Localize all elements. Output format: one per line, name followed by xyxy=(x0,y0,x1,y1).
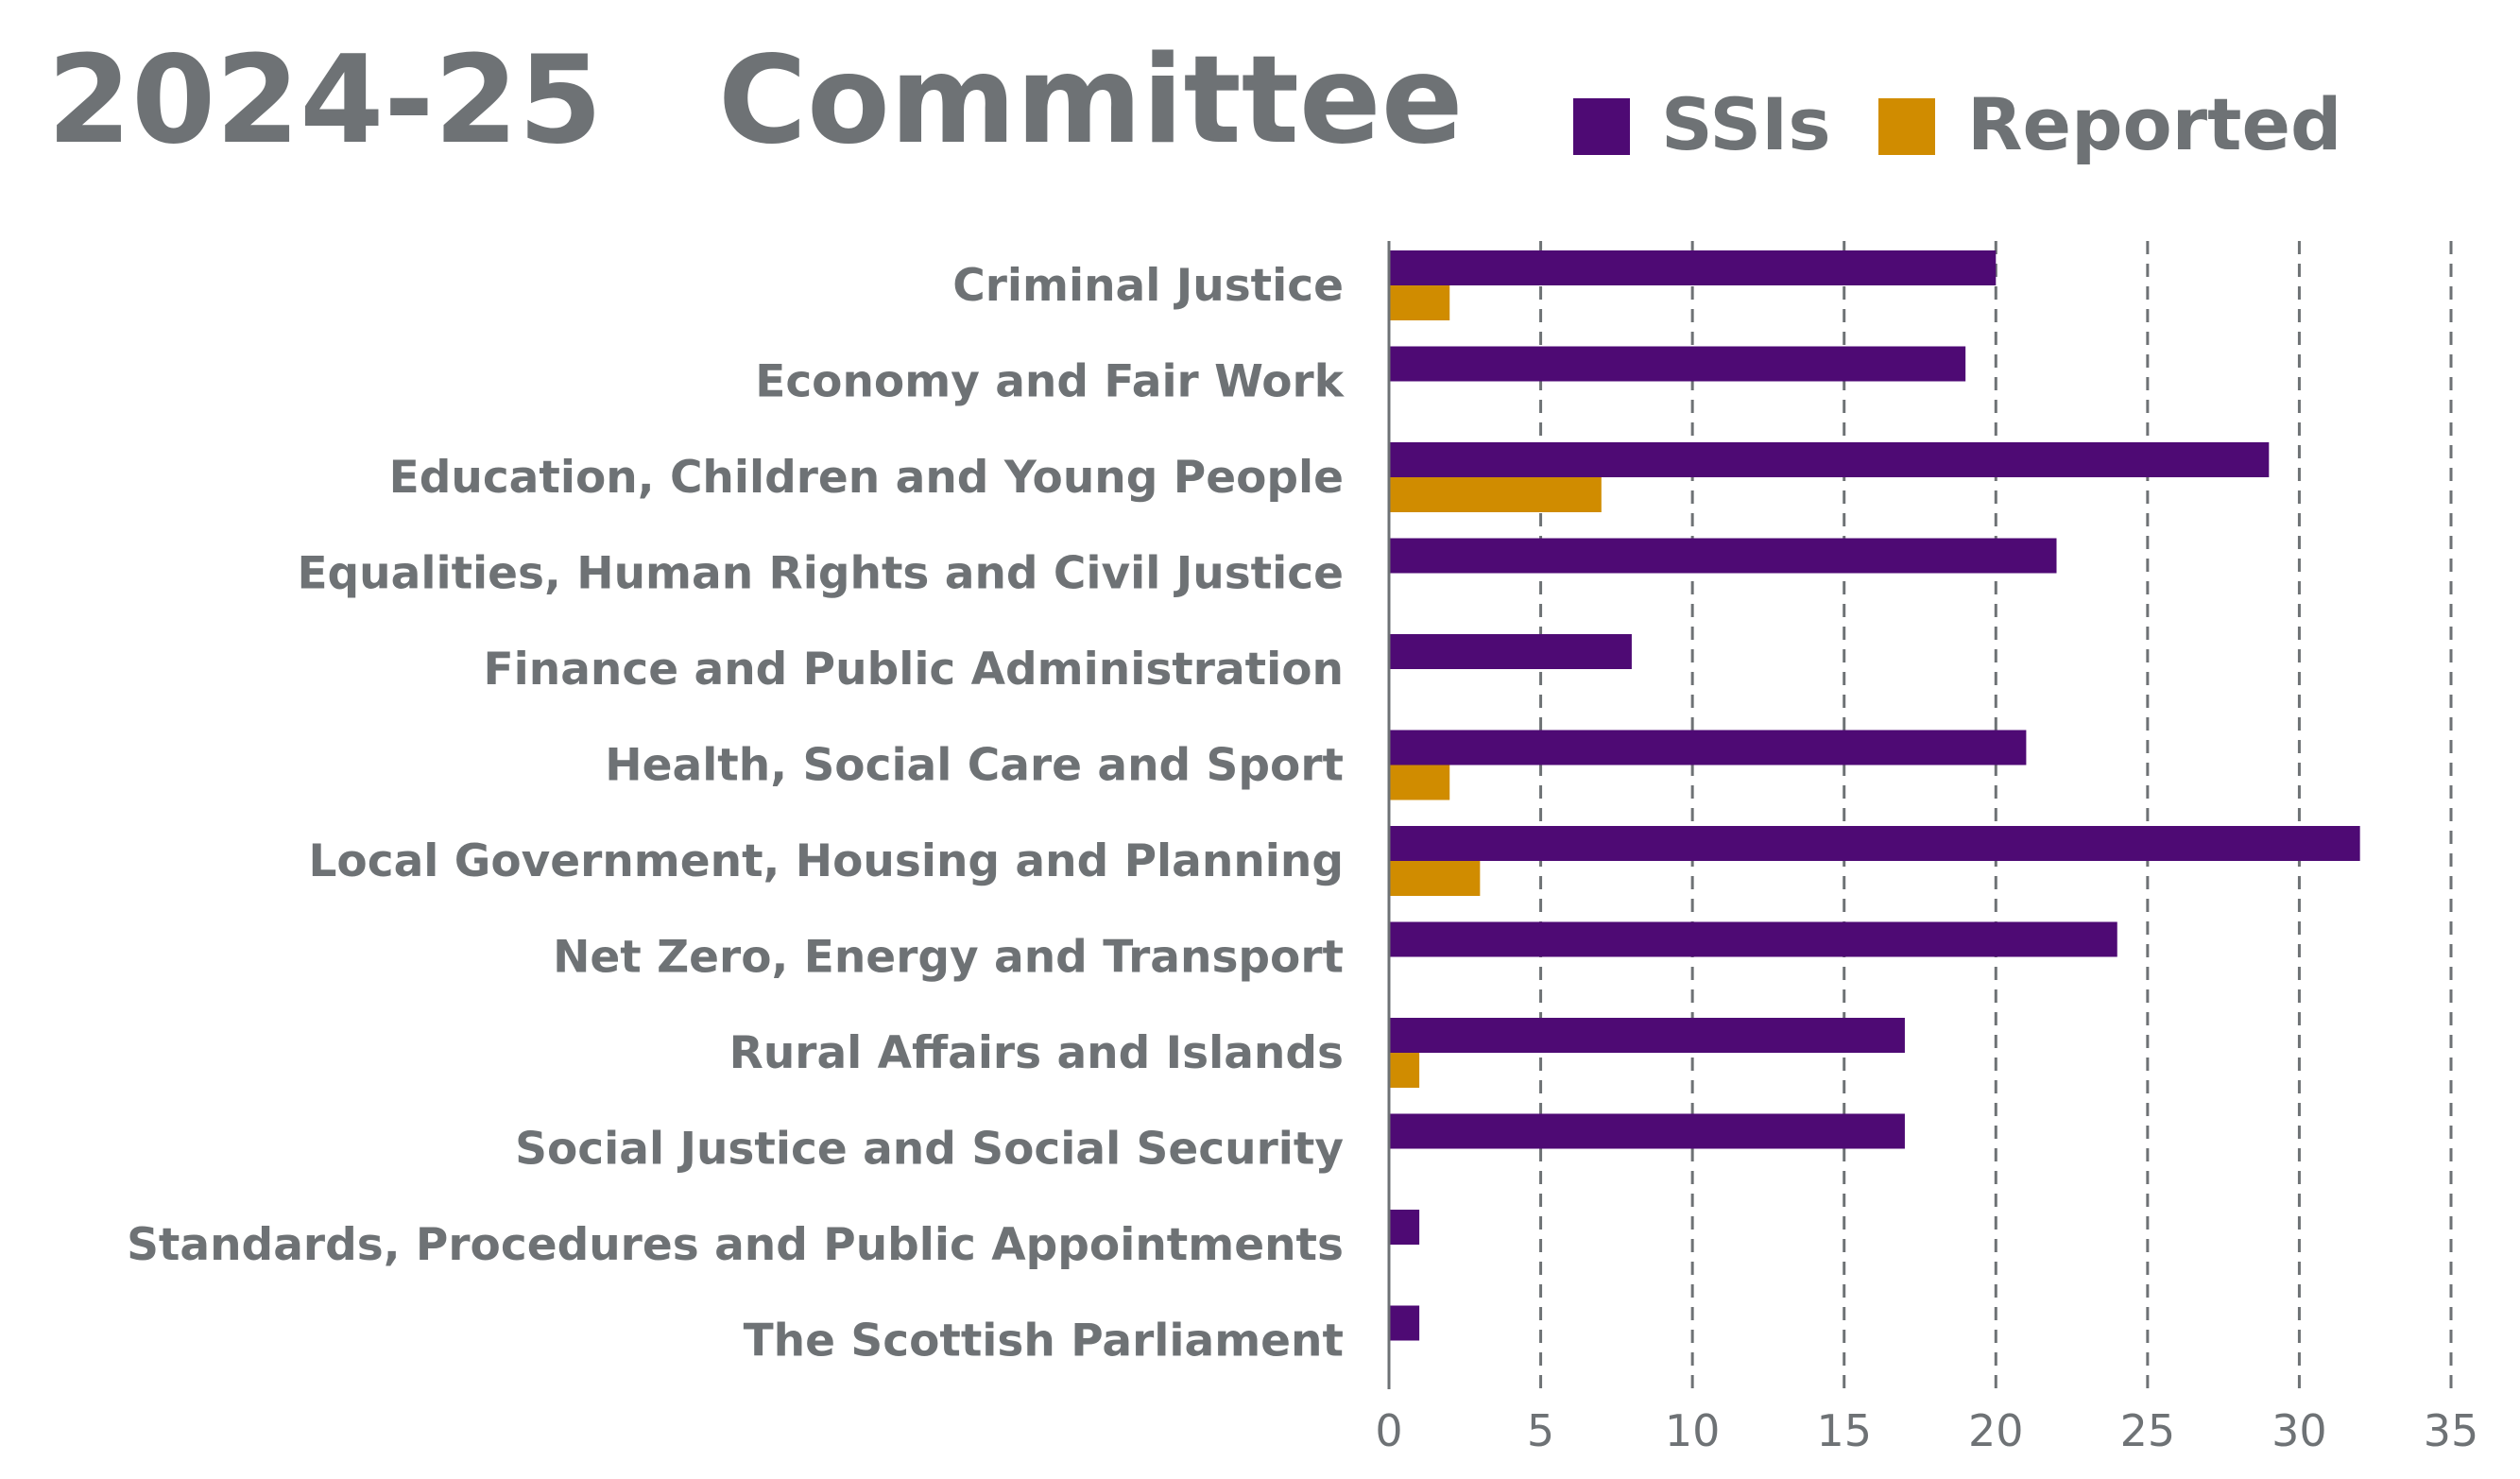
x-tick-label: 0 xyxy=(1375,1405,1402,1456)
bar-ssis xyxy=(1389,1305,1420,1341)
x-tick-label: 5 xyxy=(1527,1405,1554,1456)
legend-swatch-reported xyxy=(1878,98,1935,155)
bar-ssis xyxy=(1389,1113,1905,1149)
bar-reported xyxy=(1389,861,1481,896)
category-label: Net Zero, Energy and Transport xyxy=(553,932,1344,984)
chart-title: 2024-25 xyxy=(47,30,603,171)
chart-subtitle: Committee xyxy=(718,30,1464,171)
grid xyxy=(1539,241,2453,1389)
bar-ssis xyxy=(1389,346,1966,382)
bar-reported xyxy=(1389,1053,1420,1088)
category-label: The Scottish Parliament xyxy=(744,1316,1344,1367)
category-label: Equalities, Human Rights and Civil Justi… xyxy=(297,548,1344,600)
bar-ssis xyxy=(1389,250,1997,285)
category-label: Rural Affairs and Islands xyxy=(729,1027,1344,1079)
x-tick-label: 10 xyxy=(1665,1405,1721,1456)
category-label: Health, Social Care and Sport xyxy=(605,740,1344,792)
bar-ssis xyxy=(1389,730,2027,765)
legend-swatch-ssis xyxy=(1573,98,1630,155)
bar-ssis xyxy=(1389,921,2117,957)
bar-ssis xyxy=(1389,1210,1420,1245)
bar-ssis xyxy=(1389,634,1632,669)
category-label: Standards, Procedures and Public Appoint… xyxy=(127,1219,1344,1271)
category-label: Finance and Public Administration xyxy=(484,644,1344,696)
bar-ssis xyxy=(1389,1018,1905,1053)
x-tick-label: 15 xyxy=(1816,1405,1872,1456)
x-tick-label: 25 xyxy=(2120,1405,2176,1456)
category-label: Social Justice and Social Security xyxy=(515,1124,1344,1176)
category-label: Education, Children and Young People xyxy=(389,452,1344,504)
bar-reported xyxy=(1389,765,1450,800)
bars xyxy=(1389,250,2360,1341)
category-label: Criminal Justice xyxy=(952,260,1344,312)
bar-reported xyxy=(1389,285,1450,320)
category-labels: Criminal Justice Economy and Fair Work Edu… xyxy=(127,260,1346,1367)
x-tick-label: 35 xyxy=(2424,1405,2479,1456)
bar-ssis xyxy=(1389,442,2270,477)
bar-ssis xyxy=(1389,538,2057,574)
category-label: Local Government, Housing and Planning xyxy=(308,835,1344,887)
legend-label-ssis: SSIs xyxy=(1661,82,1831,166)
x-axis-ticks: 0 5 10 15 20 25 30 35 xyxy=(1375,1405,2478,1456)
category-label: Economy and Fair Work xyxy=(755,356,1346,408)
bar-ssis xyxy=(1389,826,2360,861)
legend-label-reported: Reported xyxy=(1967,82,2341,166)
x-tick-label: 20 xyxy=(1968,1405,2024,1456)
legend: SSIs Reported xyxy=(1573,82,2341,166)
bar-reported xyxy=(1389,477,1602,512)
x-tick-label: 30 xyxy=(2271,1405,2327,1456)
